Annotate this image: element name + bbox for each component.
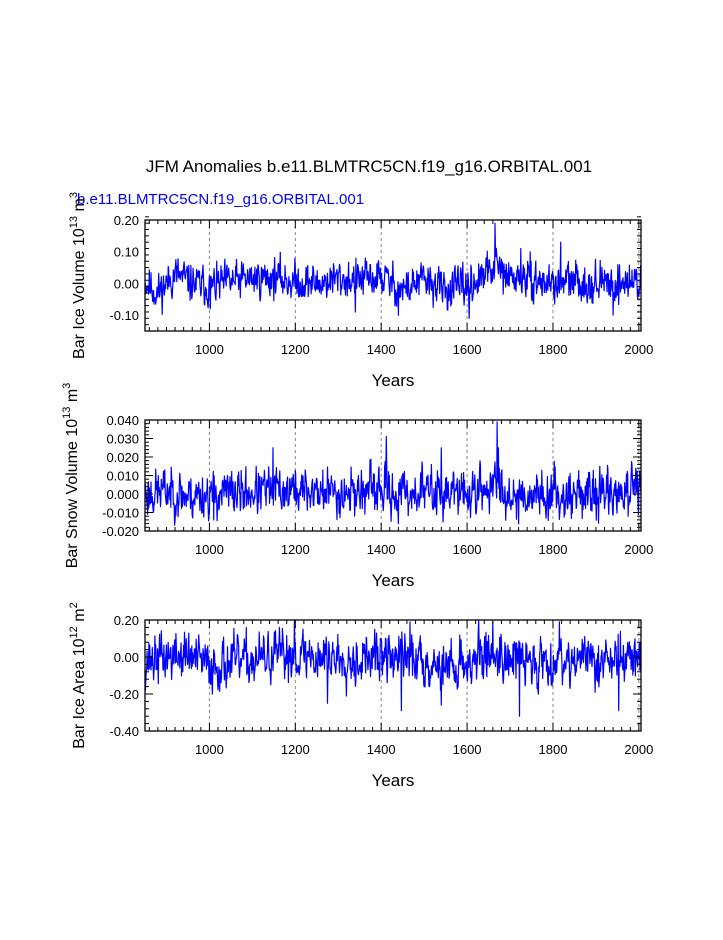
x-tick-label-1600: 1600 xyxy=(453,542,482,557)
x-tick-label-1400: 1400 xyxy=(367,342,396,357)
x-tick-label-2000: 2000 xyxy=(624,542,653,557)
x-axis-label: Years xyxy=(372,571,415,590)
y-axis-label-part: Bar Ice Area 10 xyxy=(71,638,88,748)
x-tick-label-2000: 2000 xyxy=(624,342,653,357)
x-tick-label-1000: 1000 xyxy=(195,742,224,757)
y-axis-label: Bar Snow Volume 1013 m3 xyxy=(61,383,81,569)
x-tick-label-2000: 2000 xyxy=(624,742,653,757)
y-tick-label-3: 0.010 xyxy=(106,469,139,484)
panel-1: 1000 1200 1400 1600 1800 2000 0.20 0.10 0.00 -0.1… xyxy=(68,192,653,390)
y-tick-label-3: -0.40 xyxy=(109,724,139,739)
y-axis-label-part: m xyxy=(64,389,81,407)
legend-label: b.e11.BLMTRC5CN.f19_g16.ORBITAL.001 xyxy=(77,191,364,208)
y-tick-label-1: 0.10 xyxy=(114,245,139,260)
y-axis-label-part: m xyxy=(71,198,88,216)
y-axis-label-part: 2 xyxy=(68,602,80,608)
y-axis-label-part: 13 xyxy=(68,216,80,228)
x-tick-label-1200: 1200 xyxy=(281,342,310,357)
series-line-1 xyxy=(144,619,642,717)
panel-2: 1000 1200 1400 1600 1800 2000 0.040 0.030 0.020 0… xyxy=(61,383,653,590)
x-tick-label-1000: 1000 xyxy=(195,542,224,557)
x-tick-label-1200: 1200 xyxy=(281,542,310,557)
y-axis-label-part: Bar Ice Volume 10 xyxy=(71,228,88,359)
y-tick-label-2: 0.020 xyxy=(106,450,139,465)
x-tick-label-1200: 1200 xyxy=(281,742,310,757)
x-axis-label: Years xyxy=(372,771,415,790)
y-tick-label-2: -0.20 xyxy=(109,687,139,702)
plot-frame xyxy=(144,219,642,332)
y-axis-label: Bar Ice Volume 1013 m3 xyxy=(68,192,88,359)
panel-3: 1000 1200 1400 1600 1800 2000 0.20 0.00 -0.20 -0.… xyxy=(68,602,653,790)
x-tick-label-1000: 1000 xyxy=(195,342,224,357)
x-tick-label-1400: 1400 xyxy=(367,742,396,757)
panels-group: 1000 1200 1400 1600 1800 2000 0.20 0.10 0.00 -0.1… xyxy=(61,192,653,790)
y-tick-label-3: -0.10 xyxy=(109,308,139,323)
y-tick-label-4: 0.000 xyxy=(106,487,139,502)
x-tick-label-1800: 1800 xyxy=(539,342,568,357)
series-line-1 xyxy=(144,421,642,526)
x-tick-label-1600: 1600 xyxy=(453,342,482,357)
y-axis-label-part: 13 xyxy=(61,407,73,419)
y-tick-label-1: 0.00 xyxy=(114,650,139,665)
y-tick-label-0: 0.20 xyxy=(114,213,139,228)
y-axis-label: Bar Ice Area 1012 m2 xyxy=(68,602,88,748)
main-title: JFM Anomalies b.e11.BLMTRC5CN.f19_g16.OR… xyxy=(146,157,592,176)
y-tick-label-1: 0.030 xyxy=(106,432,139,447)
y-tick-label-0: 0.040 xyxy=(106,413,139,428)
y-tick-label-2: 0.00 xyxy=(114,276,139,291)
x-tick-label-1400: 1400 xyxy=(367,542,396,557)
plot-frame xyxy=(144,619,642,732)
series-line-1 xyxy=(144,222,642,319)
y-tick-label-5: -0.010 xyxy=(102,506,139,521)
y-tick-label-0: 0.20 xyxy=(114,613,139,628)
y-axis-label-part: 3 xyxy=(68,192,80,198)
y-axis-label-part: 3 xyxy=(61,383,73,389)
y-axis-label-part: 12 xyxy=(68,626,80,638)
x-axis-label: Years xyxy=(372,371,415,390)
y-axis-label-part: Bar Snow Volume 10 xyxy=(64,419,81,569)
y-axis-label-part: m xyxy=(71,608,88,626)
x-tick-label-1800: 1800 xyxy=(539,742,568,757)
x-tick-label-1800: 1800 xyxy=(539,542,568,557)
y-tick-label-6: -0.020 xyxy=(102,524,139,539)
x-tick-label-1600: 1600 xyxy=(453,742,482,757)
